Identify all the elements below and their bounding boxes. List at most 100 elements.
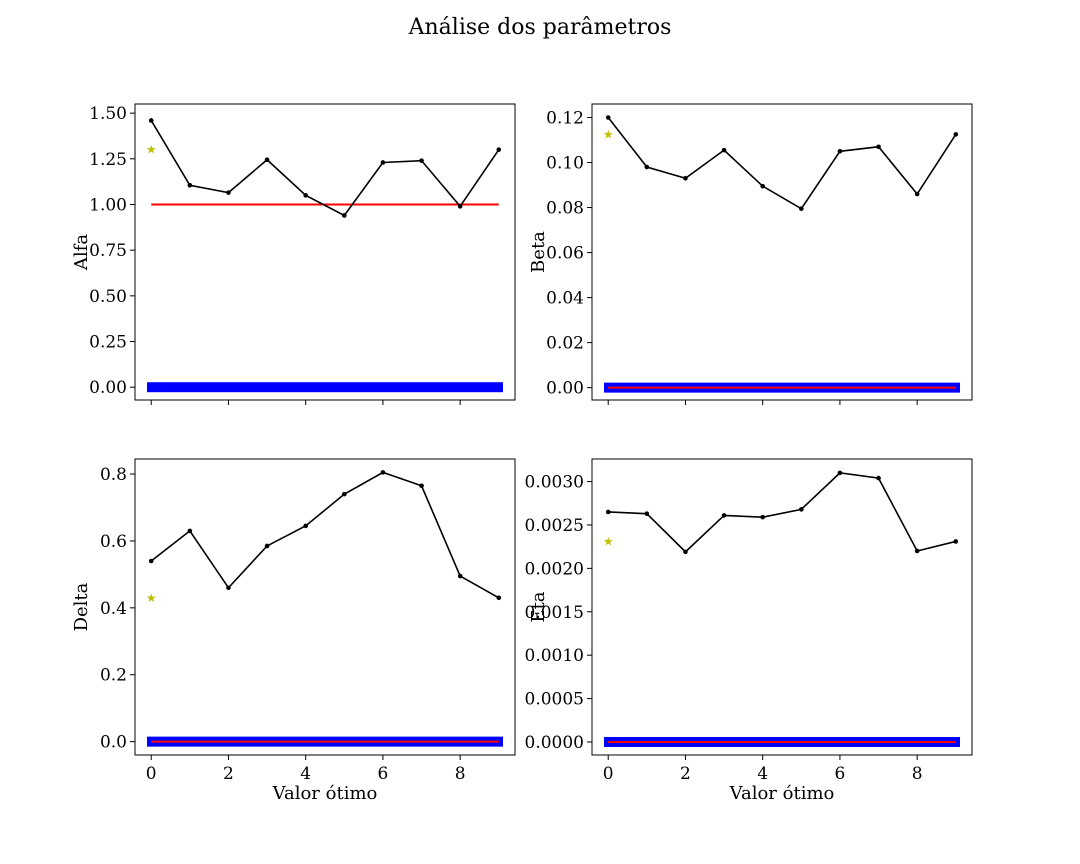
x-tick-label: 6 bbox=[835, 764, 846, 784]
data-point bbox=[457, 573, 463, 579]
figure-suptitle: Análise dos parâmetros bbox=[408, 15, 672, 40]
data-point bbox=[187, 183, 193, 188]
data-point bbox=[683, 549, 688, 555]
data-point bbox=[342, 213, 347, 218]
data-point bbox=[799, 507, 804, 512]
series-line bbox=[150, 471, 500, 599]
axes-frame bbox=[591, 458, 973, 756]
subplot-3: ★ 0.0 0.2 0.4 0.6 0.8 0 2 4 6 8 Delta Valor ótimo bbox=[71, 458, 516, 804]
data-point bbox=[496, 147, 502, 152]
x-tick-label: 8 bbox=[912, 764, 923, 784]
data-point bbox=[148, 558, 154, 564]
x-tick-label: 6 bbox=[378, 764, 389, 784]
star-marker: ★ bbox=[146, 591, 157, 605]
star-marker: ★ bbox=[603, 127, 614, 141]
subplot-grid: ★0.000.250.500.751.001.251.50Alfa★0.000.… bbox=[71, 103, 973, 804]
y-tick-label: 0.0 bbox=[100, 733, 127, 753]
x-tick-label: 2 bbox=[680, 764, 691, 784]
x-tick-label: 0 bbox=[146, 764, 157, 784]
data-point bbox=[837, 148, 843, 154]
data-point bbox=[303, 523, 308, 529]
subplot-1: ★ 0.00 0.25 0.50 0.75 1.00 1.25 1.50 Alfa bbox=[71, 103, 516, 405]
subplot-2: ★ 0.00 0.02 0.04 0.06 0.08 0.10 0.12 Beta bbox=[528, 103, 973, 405]
data-point bbox=[953, 539, 959, 544]
y-tick-label: 0.12 bbox=[546, 109, 584, 129]
y-tick-label: 0.0005 bbox=[525, 690, 584, 710]
data-point bbox=[380, 470, 386, 475]
star-marker: ★ bbox=[146, 143, 157, 157]
data-point bbox=[914, 191, 920, 197]
data-point bbox=[148, 118, 154, 123]
series-line bbox=[607, 117, 957, 210]
data-point bbox=[876, 475, 881, 481]
data-point bbox=[342, 491, 347, 497]
x-tick-label: 8 bbox=[455, 764, 466, 784]
data-point bbox=[953, 132, 959, 137]
y-tick-label: 0.0025 bbox=[525, 516, 584, 536]
y-tick-label: 1.25 bbox=[89, 150, 127, 170]
y-tick-label: 1.50 bbox=[89, 104, 127, 124]
data-point bbox=[605, 115, 611, 120]
x-tick-label: 0 bbox=[603, 764, 614, 784]
data-point bbox=[644, 511, 650, 516]
data-point bbox=[264, 543, 270, 549]
y-axis-label: Alfa bbox=[71, 234, 92, 271]
y-tick-label: 0.0015 bbox=[525, 603, 584, 623]
data-point bbox=[605, 509, 611, 515]
y-tick-label: 0.04 bbox=[546, 289, 584, 309]
baseline-band bbox=[147, 382, 503, 393]
y-tick-label: 0.4 bbox=[100, 599, 127, 619]
data-point bbox=[721, 147, 727, 153]
y-tick-label: 1.00 bbox=[89, 195, 127, 215]
y-tick-label: 0.75 bbox=[89, 241, 127, 261]
data-point bbox=[419, 483, 424, 489]
y-tick-label: 0.0020 bbox=[525, 559, 584, 579]
y-tick-label: 0.50 bbox=[89, 287, 127, 307]
x-axis-label: Valor ótimo bbox=[272, 783, 378, 804]
axes-frame bbox=[134, 103, 516, 401]
y-tick-label: 0.6 bbox=[100, 532, 127, 552]
y-tick-label: 0.00 bbox=[89, 378, 127, 398]
y-tick-label: 0.25 bbox=[89, 333, 127, 353]
x-tick-label: 4 bbox=[757, 764, 768, 784]
y-tick-label: 0.10 bbox=[546, 154, 584, 174]
data-point bbox=[496, 595, 502, 601]
data-point bbox=[644, 164, 650, 170]
y-tick-label: 0.0000 bbox=[525, 733, 584, 753]
data-point bbox=[760, 514, 765, 520]
series-line bbox=[150, 120, 500, 217]
y-tick-label: 0.2 bbox=[100, 666, 127, 686]
y-tick-label: 0.08 bbox=[546, 199, 584, 219]
data-point bbox=[837, 470, 843, 476]
y-tick-label: 0.8 bbox=[100, 465, 127, 485]
series-line bbox=[608, 472, 956, 553]
data-point bbox=[187, 528, 193, 534]
data-point bbox=[760, 183, 765, 189]
data-point bbox=[264, 157, 270, 163]
x-tick-label: 2 bbox=[223, 764, 234, 784]
x-axis-label: Valor ótimo bbox=[729, 783, 835, 804]
data-point bbox=[799, 206, 804, 211]
y-tick-label: 0.0010 bbox=[525, 646, 584, 666]
data-point bbox=[876, 144, 881, 150]
data-point bbox=[226, 585, 231, 591]
data-point bbox=[380, 160, 386, 165]
y-tick-label: 0.06 bbox=[546, 244, 584, 264]
data-point bbox=[683, 175, 688, 181]
star-marker: ★ bbox=[603, 534, 614, 548]
data-point bbox=[226, 190, 231, 195]
axes-frame bbox=[134, 458, 516, 756]
data-point bbox=[914, 548, 920, 554]
y-tick-label: 0.00 bbox=[546, 379, 584, 399]
y-tick-label: 0.0030 bbox=[525, 473, 584, 493]
data-point bbox=[303, 193, 308, 198]
y-tick-label: 0.02 bbox=[546, 334, 584, 354]
y-axis-label: Eta bbox=[528, 591, 549, 622]
subplot-4: ★ 0.0000 0.0005 0.0010 0.0015 0.0020 0.0025 0.0… bbox=[525, 458, 973, 804]
y-axis-label: Delta bbox=[71, 582, 92, 631]
y-axis-label: Beta bbox=[528, 231, 549, 273]
x-tick-label: 4 bbox=[300, 764, 311, 784]
data-point bbox=[721, 513, 727, 518]
data-point bbox=[457, 204, 463, 209]
